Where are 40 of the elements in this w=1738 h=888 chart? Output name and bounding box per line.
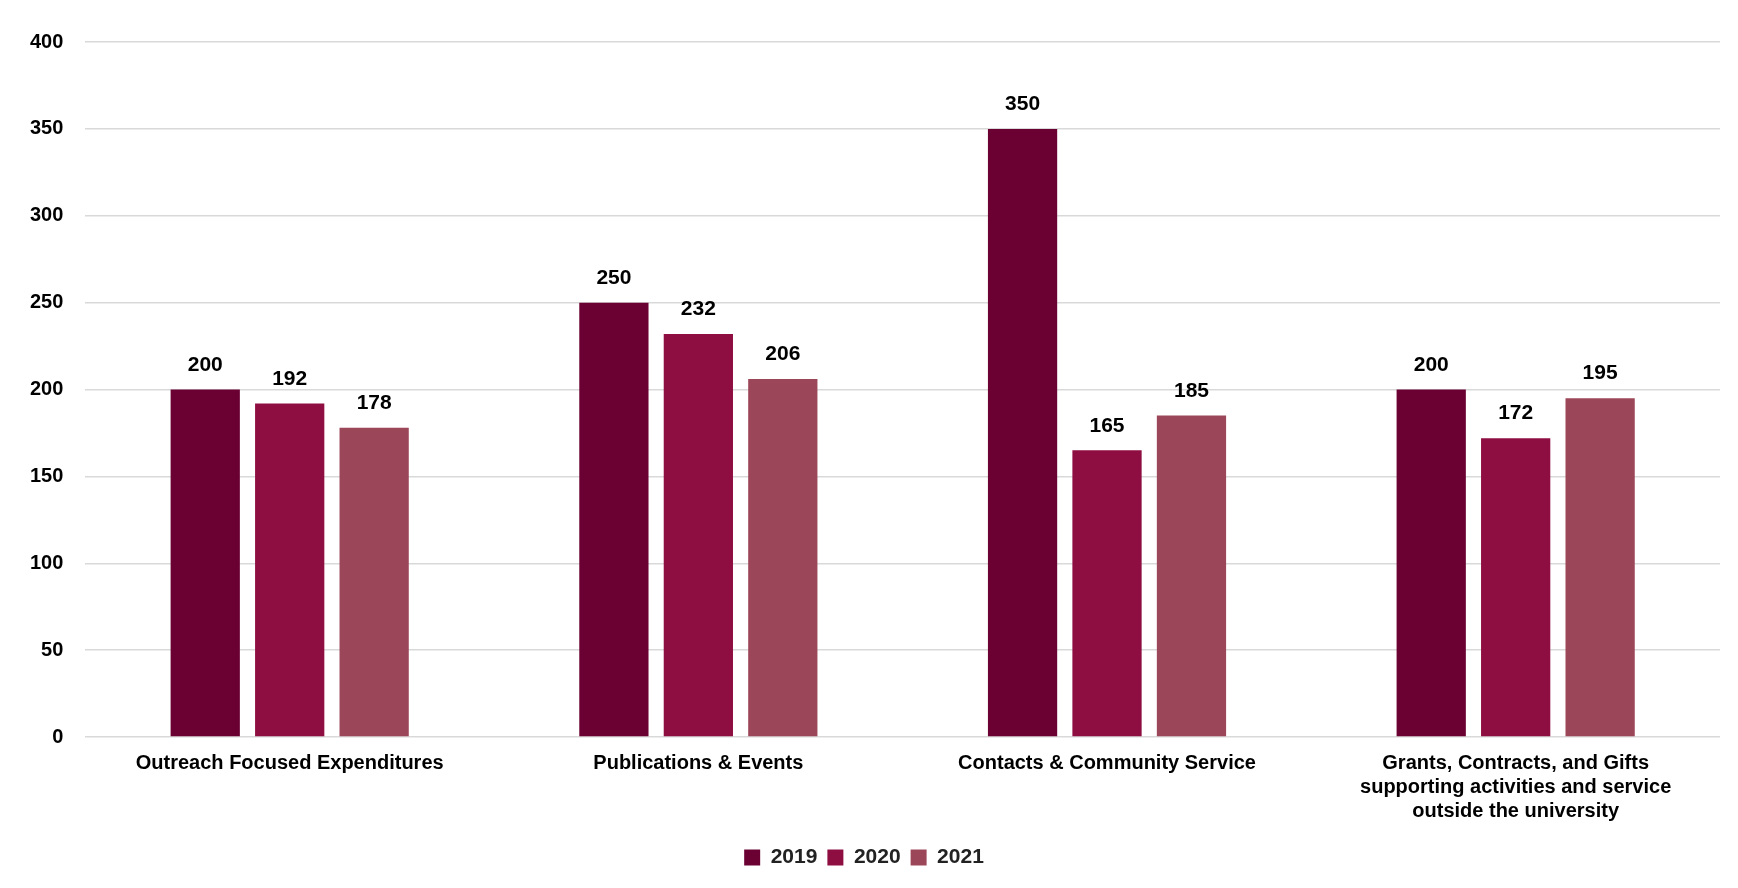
y-tick-label: 350 — [29, 116, 64, 139]
y-tick-label: 0 — [52, 724, 64, 747]
data-label: 195 — [1582, 360, 1618, 384]
x-tick-label: Publications & Events — [593, 750, 804, 773]
x-tick-label: Contacts & Community Service — [958, 750, 1256, 773]
data-label: 200 — [1413, 351, 1449, 375]
legend-label: 2021 — [937, 844, 985, 868]
y-tick-label: 250 — [29, 290, 64, 313]
x-tick-label: Outreach Focused Expenditures — [135, 750, 444, 773]
bar — [1156, 415, 1227, 737]
data-label: 165 — [1089, 412, 1125, 436]
legend-label: 2019 — [770, 844, 818, 868]
bar — [579, 302, 649, 737]
y-tick-label: 100 — [29, 550, 64, 573]
bar — [1565, 398, 1635, 737]
bar — [748, 379, 818, 737]
bar — [987, 128, 1058, 737]
bar — [170, 389, 240, 737]
data-label: 232 — [680, 296, 716, 320]
bar — [255, 403, 325, 737]
y-tick-label: 400 — [29, 29, 64, 52]
data-label: 192 — [272, 365, 308, 389]
data-label: 178 — [356, 390, 392, 414]
bar — [1396, 389, 1466, 737]
bar — [1481, 438, 1551, 737]
y-tick-label: 300 — [29, 203, 64, 226]
data-label: 200 — [187, 351, 223, 375]
data-label: 350 — [1005, 91, 1041, 115]
data-label: 185 — [1173, 377, 1210, 401]
bar — [339, 427, 409, 737]
x-tick-label: Grants, Contracts, and Gifts supporting activities and service outside the university — [1360, 750, 1672, 821]
bar — [1072, 450, 1142, 737]
data-label: 172 — [1498, 400, 1534, 424]
data-label: 206 — [765, 341, 801, 365]
data-label: 250 — [596, 264, 632, 288]
y-tick-label: 200 — [29, 377, 64, 400]
legend-label: 2020 — [853, 844, 901, 868]
y-tick-label: 150 — [29, 463, 64, 486]
y-tick-label: 50 — [41, 637, 64, 660]
bar — [663, 333, 733, 737]
